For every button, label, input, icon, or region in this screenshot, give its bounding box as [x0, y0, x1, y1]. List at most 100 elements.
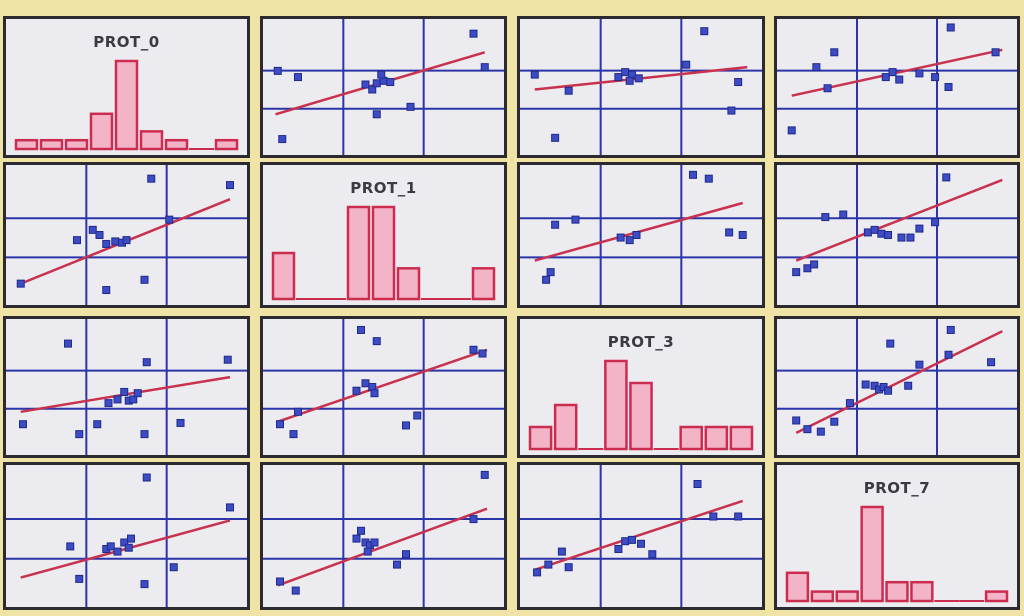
histogram-bar	[471, 267, 496, 301]
panel-plot	[14, 59, 239, 151]
panel-r3-c0	[3, 462, 250, 610]
scatter-point	[406, 102, 415, 111]
panel-r2-c1	[260, 316, 507, 458]
scatter-point	[625, 236, 634, 245]
panel-plot	[263, 465, 504, 607]
scatter-point	[904, 381, 913, 390]
scatter-point	[845, 399, 854, 408]
histogram-bar	[39, 138, 64, 151]
scatter-point	[863, 228, 872, 237]
scatter-point	[402, 550, 410, 559]
scatter-point	[478, 349, 487, 358]
scatter-point	[386, 78, 395, 87]
scatter-point	[480, 470, 489, 479]
scatter-point	[557, 547, 566, 556]
scatter-point	[95, 231, 104, 239]
histogram-bar	[729, 425, 754, 451]
scatter-point	[944, 350, 953, 359]
histogram-bar	[396, 267, 421, 301]
panel-r0-c3	[774, 16, 1020, 158]
scatter-point	[564, 86, 573, 95]
scatter-point	[73, 236, 81, 245]
histogram-bar	[89, 112, 114, 151]
scatter-point	[634, 74, 643, 83]
scatter-point	[530, 70, 539, 79]
panel-r0-c1	[260, 16, 507, 158]
histogram-bar	[64, 138, 89, 151]
scatter-point	[709, 512, 718, 521]
scatter-point	[810, 260, 819, 269]
scatter-point	[469, 515, 478, 524]
panel-plot	[777, 165, 1017, 305]
scatter-point	[870, 225, 879, 234]
scatter-point	[122, 236, 131, 245]
scatter-point	[142, 358, 151, 367]
histogram-bar	[885, 580, 909, 603]
panel-plot	[6, 465, 247, 607]
scatter-point	[102, 239, 111, 248]
scatter-point	[839, 210, 848, 219]
scatter-point	[931, 73, 940, 82]
scatter-point	[147, 174, 156, 183]
scatter-point	[393, 560, 401, 569]
scatter-point	[16, 279, 25, 288]
scatter-point	[377, 70, 386, 79]
regression-line	[534, 499, 744, 571]
scatter-point	[402, 421, 410, 430]
scatter-point	[66, 542, 75, 551]
scatter-point	[480, 63, 489, 72]
scatter-point	[632, 231, 641, 239]
scatter-point	[111, 237, 120, 246]
scatter-point	[915, 69, 924, 78]
scatter-point	[987, 358, 996, 367]
scatter-point	[64, 339, 72, 348]
scatter-point	[120, 387, 129, 396]
scatter-point	[895, 75, 904, 84]
scatter-point	[294, 73, 302, 82]
scatter-point	[915, 224, 924, 233]
scatter-point	[469, 345, 478, 354]
panel-r2-c3	[774, 316, 1020, 458]
scatter-point	[363, 547, 372, 556]
scatter-point	[361, 80, 370, 89]
scatter-point	[140, 275, 149, 284]
scatter-point	[792, 416, 801, 425]
scatter-point	[19, 420, 27, 429]
scatter-point	[821, 213, 830, 222]
scatter-point	[944, 83, 953, 91]
histogram-bar	[214, 138, 239, 151]
histogram-bar	[346, 205, 371, 301]
panel-r0-c0: PROT_0	[3, 16, 250, 158]
panel-r1-c1: PROT_1	[260, 162, 507, 308]
scatter-point	[372, 79, 381, 88]
scatter-point	[113, 547, 122, 556]
panel-r1-c2	[517, 162, 765, 308]
scatter-point	[544, 560, 553, 569]
scatter-point	[884, 386, 893, 395]
scatter-point	[830, 48, 839, 57]
scatter-point	[637, 539, 645, 548]
scatter-point	[738, 231, 747, 239]
histogram-bar	[810, 590, 835, 603]
scatter-point	[725, 228, 734, 237]
scatter-point	[352, 386, 361, 395]
scatter-point	[861, 380, 870, 389]
scatter-point	[803, 425, 812, 434]
scatter-point	[75, 430, 84, 439]
histogram-bar	[629, 381, 653, 451]
scatter-point	[165, 215, 174, 224]
scatter-point	[625, 76, 634, 85]
histogram-bar	[910, 580, 934, 603]
scatter-point	[551, 220, 560, 229]
scatter-point	[368, 85, 377, 94]
histogram-bar	[860, 505, 884, 603]
panel-r1-c3	[774, 162, 1020, 308]
panel-plot	[520, 465, 762, 607]
scatter-point	[226, 181, 234, 190]
regression-line	[277, 348, 488, 423]
scatter-point	[648, 550, 657, 559]
scatter-point	[113, 395, 122, 404]
scatter-point	[551, 133, 560, 142]
panel-plot	[271, 205, 496, 301]
histogram-bar	[271, 251, 296, 301]
